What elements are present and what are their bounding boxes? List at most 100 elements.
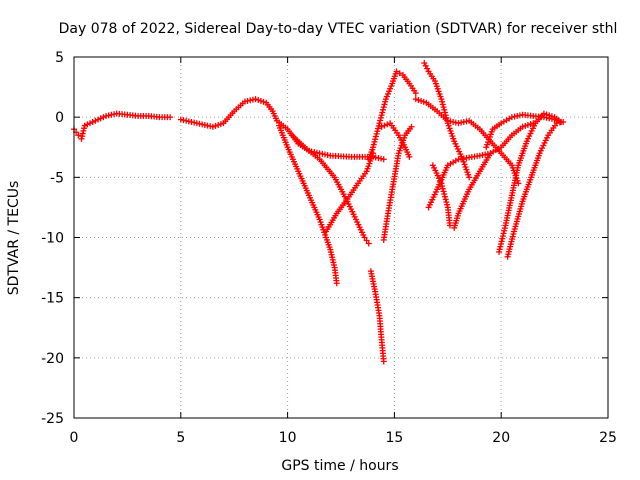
data-point	[439, 185, 446, 192]
data-point	[97, 115, 104, 122]
y-tick-label: -20	[41, 351, 64, 367]
data-point	[421, 60, 428, 67]
data-point	[466, 174, 473, 181]
data-point	[519, 123, 526, 130]
x-tick-label: 25	[599, 430, 617, 446]
data-point	[100, 114, 107, 121]
data-point	[554, 117, 561, 124]
data-point	[75, 132, 82, 139]
data-point	[378, 123, 385, 130]
data-point	[441, 193, 448, 200]
data-point	[361, 234, 368, 241]
data-point	[382, 98, 389, 105]
x-tick-label: 15	[385, 430, 403, 446]
data-point	[372, 133, 379, 140]
data-point	[372, 136, 379, 143]
data-point	[406, 153, 413, 160]
data-point	[384, 121, 391, 128]
y-tick-label: 0	[55, 110, 64, 126]
data-point	[371, 138, 378, 145]
data-point	[378, 112, 385, 119]
data-point	[255, 97, 262, 104]
data-point	[442, 196, 449, 203]
data-point	[551, 116, 558, 123]
data-point	[375, 125, 382, 132]
data-point	[373, 130, 380, 137]
data-point	[379, 109, 386, 116]
data-point	[370, 141, 377, 148]
data-point	[377, 117, 384, 124]
data-point	[415, 97, 422, 104]
data-point	[380, 106, 387, 113]
data-point	[380, 104, 387, 111]
data-point	[84, 121, 91, 128]
data-point	[252, 96, 259, 103]
data-markers	[71, 60, 567, 365]
data-point	[81, 122, 88, 129]
data-point	[212, 122, 219, 129]
data-point	[217, 121, 224, 128]
x-tick-labels: 0 5 10 15 20 25	[70, 430, 617, 446]
grid	[74, 57, 608, 418]
y-tick-label: -5	[50, 170, 64, 186]
data-point	[365, 240, 372, 247]
y-tick-label: -15	[41, 291, 64, 307]
data-point	[527, 121, 534, 128]
data-point	[438, 96, 445, 103]
data-point	[441, 106, 448, 113]
data-point	[209, 123, 216, 130]
x-tick-label: 0	[70, 430, 79, 446]
x-axis-title: GPS time / hours	[281, 458, 398, 474]
data-point	[377, 114, 384, 121]
data-point	[95, 116, 102, 123]
data-point	[380, 156, 387, 163]
data-point	[257, 97, 264, 104]
data-point	[439, 98, 446, 105]
data-point	[412, 90, 419, 97]
data-point	[524, 121, 531, 128]
data-point	[396, 70, 403, 77]
x-tick-label: 5	[176, 430, 185, 446]
y-tick-label: -25	[41, 411, 64, 427]
data-point	[408, 123, 415, 130]
data-point	[558, 118, 565, 125]
y-tick-label: -10	[41, 231, 64, 247]
y-tick-labels: 5 0 -5 -10 -15 -20 -25	[41, 50, 64, 427]
x-tick-label: 20	[492, 430, 510, 446]
data-point	[376, 120, 383, 127]
data-point	[333, 280, 340, 287]
data-point	[381, 122, 388, 129]
data-point	[375, 122, 382, 129]
data-point	[92, 117, 99, 124]
data-point	[443, 199, 450, 206]
data-point	[412, 96, 419, 103]
data-point	[363, 237, 370, 244]
data-point	[393, 68, 400, 75]
data-point	[370, 144, 377, 151]
data-point	[441, 109, 448, 116]
x-tick-label: 10	[279, 430, 297, 446]
data-point	[444, 201, 451, 208]
data-point	[522, 122, 529, 129]
data-point	[440, 104, 447, 111]
data-point	[374, 128, 381, 135]
data-point	[418, 97, 425, 104]
chart-title: Day 078 of 2022, Sidereal Day-to-day VTE…	[59, 21, 618, 37]
data-point	[380, 358, 387, 365]
data-point	[215, 121, 222, 128]
data-point	[441, 191, 448, 198]
y-axis-title: SDTVAR / TECUs	[6, 181, 22, 296]
data-point	[424, 65, 431, 72]
data-point	[87, 120, 94, 127]
data-point	[260, 98, 267, 105]
data-point	[381, 101, 388, 108]
data-point	[440, 188, 447, 195]
data-point	[89, 118, 96, 125]
data-point	[167, 114, 174, 121]
data-point	[422, 62, 429, 69]
data-point	[439, 101, 446, 108]
y-tick-label: 5	[55, 50, 64, 66]
data-point	[420, 98, 427, 105]
axis-ticks	[73, 56, 609, 419]
